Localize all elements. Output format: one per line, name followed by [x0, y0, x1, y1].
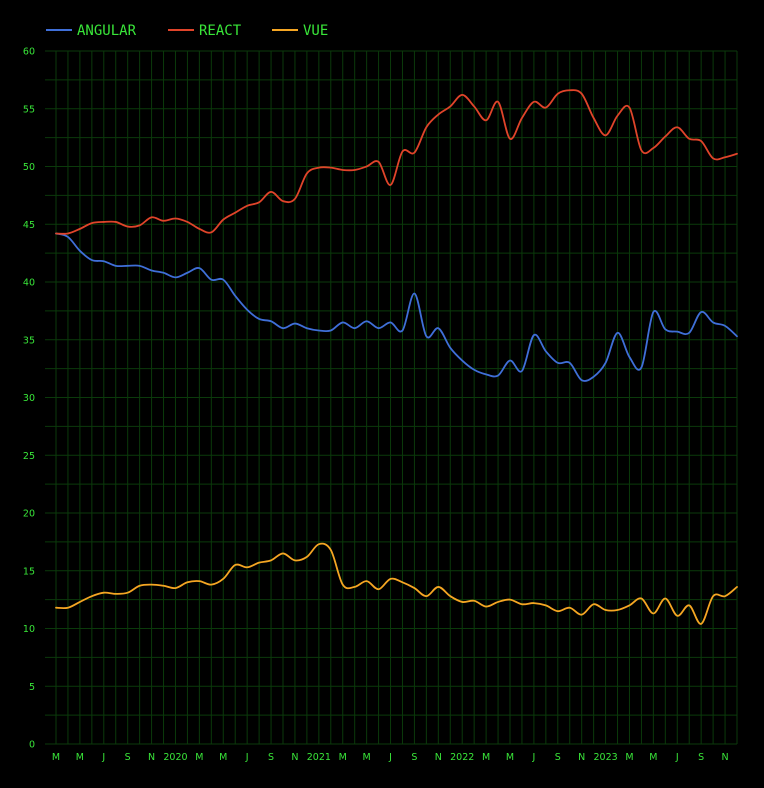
x-tick-label: J [531, 752, 535, 763]
x-tick-label: S [411, 752, 417, 763]
x-tick-label: M [52, 752, 60, 763]
y-tick-label: 55 [23, 104, 35, 115]
y-tick-label: 45 [23, 220, 35, 231]
x-tick-label: N [578, 752, 585, 763]
x-tick-label: M [625, 752, 633, 763]
x-tick-label: M [363, 752, 371, 763]
x-tick-label: 2022 [450, 752, 474, 763]
y-tick-label: 20 [23, 509, 35, 520]
x-tick-label: S [555, 752, 561, 763]
y-tick-label: 10 [23, 624, 35, 635]
x-tick-label: J [245, 752, 249, 763]
x-tick-label: M [506, 752, 514, 763]
legend-label-angular: ANGULAR [77, 23, 137, 39]
y-tick-label: 5 [29, 682, 35, 693]
x-tick-label: M [339, 752, 347, 763]
x-tick-label: J [101, 752, 105, 763]
series-line-angular [55, 232, 738, 382]
x-tick-label: S [125, 752, 131, 763]
y-tick-label: 40 [23, 278, 35, 289]
y-tick-label: 15 [23, 566, 35, 577]
x-tick-label: J [675, 752, 679, 763]
x-tick-label: 2021 [307, 752, 331, 763]
x-tick-label: J [388, 752, 392, 763]
y-tick-label: 35 [23, 335, 35, 346]
x-tick-label: N [435, 752, 442, 763]
legend: ANGULAR REACT VUE [46, 23, 328, 39]
y-tick-label: 30 [23, 393, 35, 404]
x-tick-label: S [268, 752, 274, 763]
x-tick-label: M [219, 752, 227, 763]
legend-label-vue: VUE [303, 23, 328, 39]
x-tick-label: 2020 [163, 752, 187, 763]
y-tick-label: 50 [23, 162, 35, 173]
x-axis-ticks: M M J S N 2020 M M J S N 2021 M M J S N 2022 M M J S N 2023 M M J S… [52, 752, 729, 763]
y-axis-ticks: 0 5 10 15 20 25 30 35 40 45 50 55 60 [23, 47, 35, 751]
x-tick-label: M [195, 752, 203, 763]
x-tick-label: S [698, 752, 704, 763]
x-tick-label: N [148, 752, 155, 763]
series-line-vue [55, 542, 738, 625]
x-tick-label: M [482, 752, 490, 763]
y-tick-label: 25 [23, 451, 35, 462]
x-tick-label: M [649, 752, 657, 763]
x-tick-label: N [291, 752, 298, 763]
series-lines [55, 89, 738, 625]
series-line-react [55, 89, 738, 235]
x-tick-label: 2023 [593, 752, 617, 763]
y-tick-label: 60 [23, 47, 35, 58]
x-tick-label: M [76, 752, 84, 763]
y-tick-label: 0 [29, 740, 35, 751]
x-tick-label: N [721, 752, 728, 763]
legend-label-react: REACT [199, 23, 242, 39]
